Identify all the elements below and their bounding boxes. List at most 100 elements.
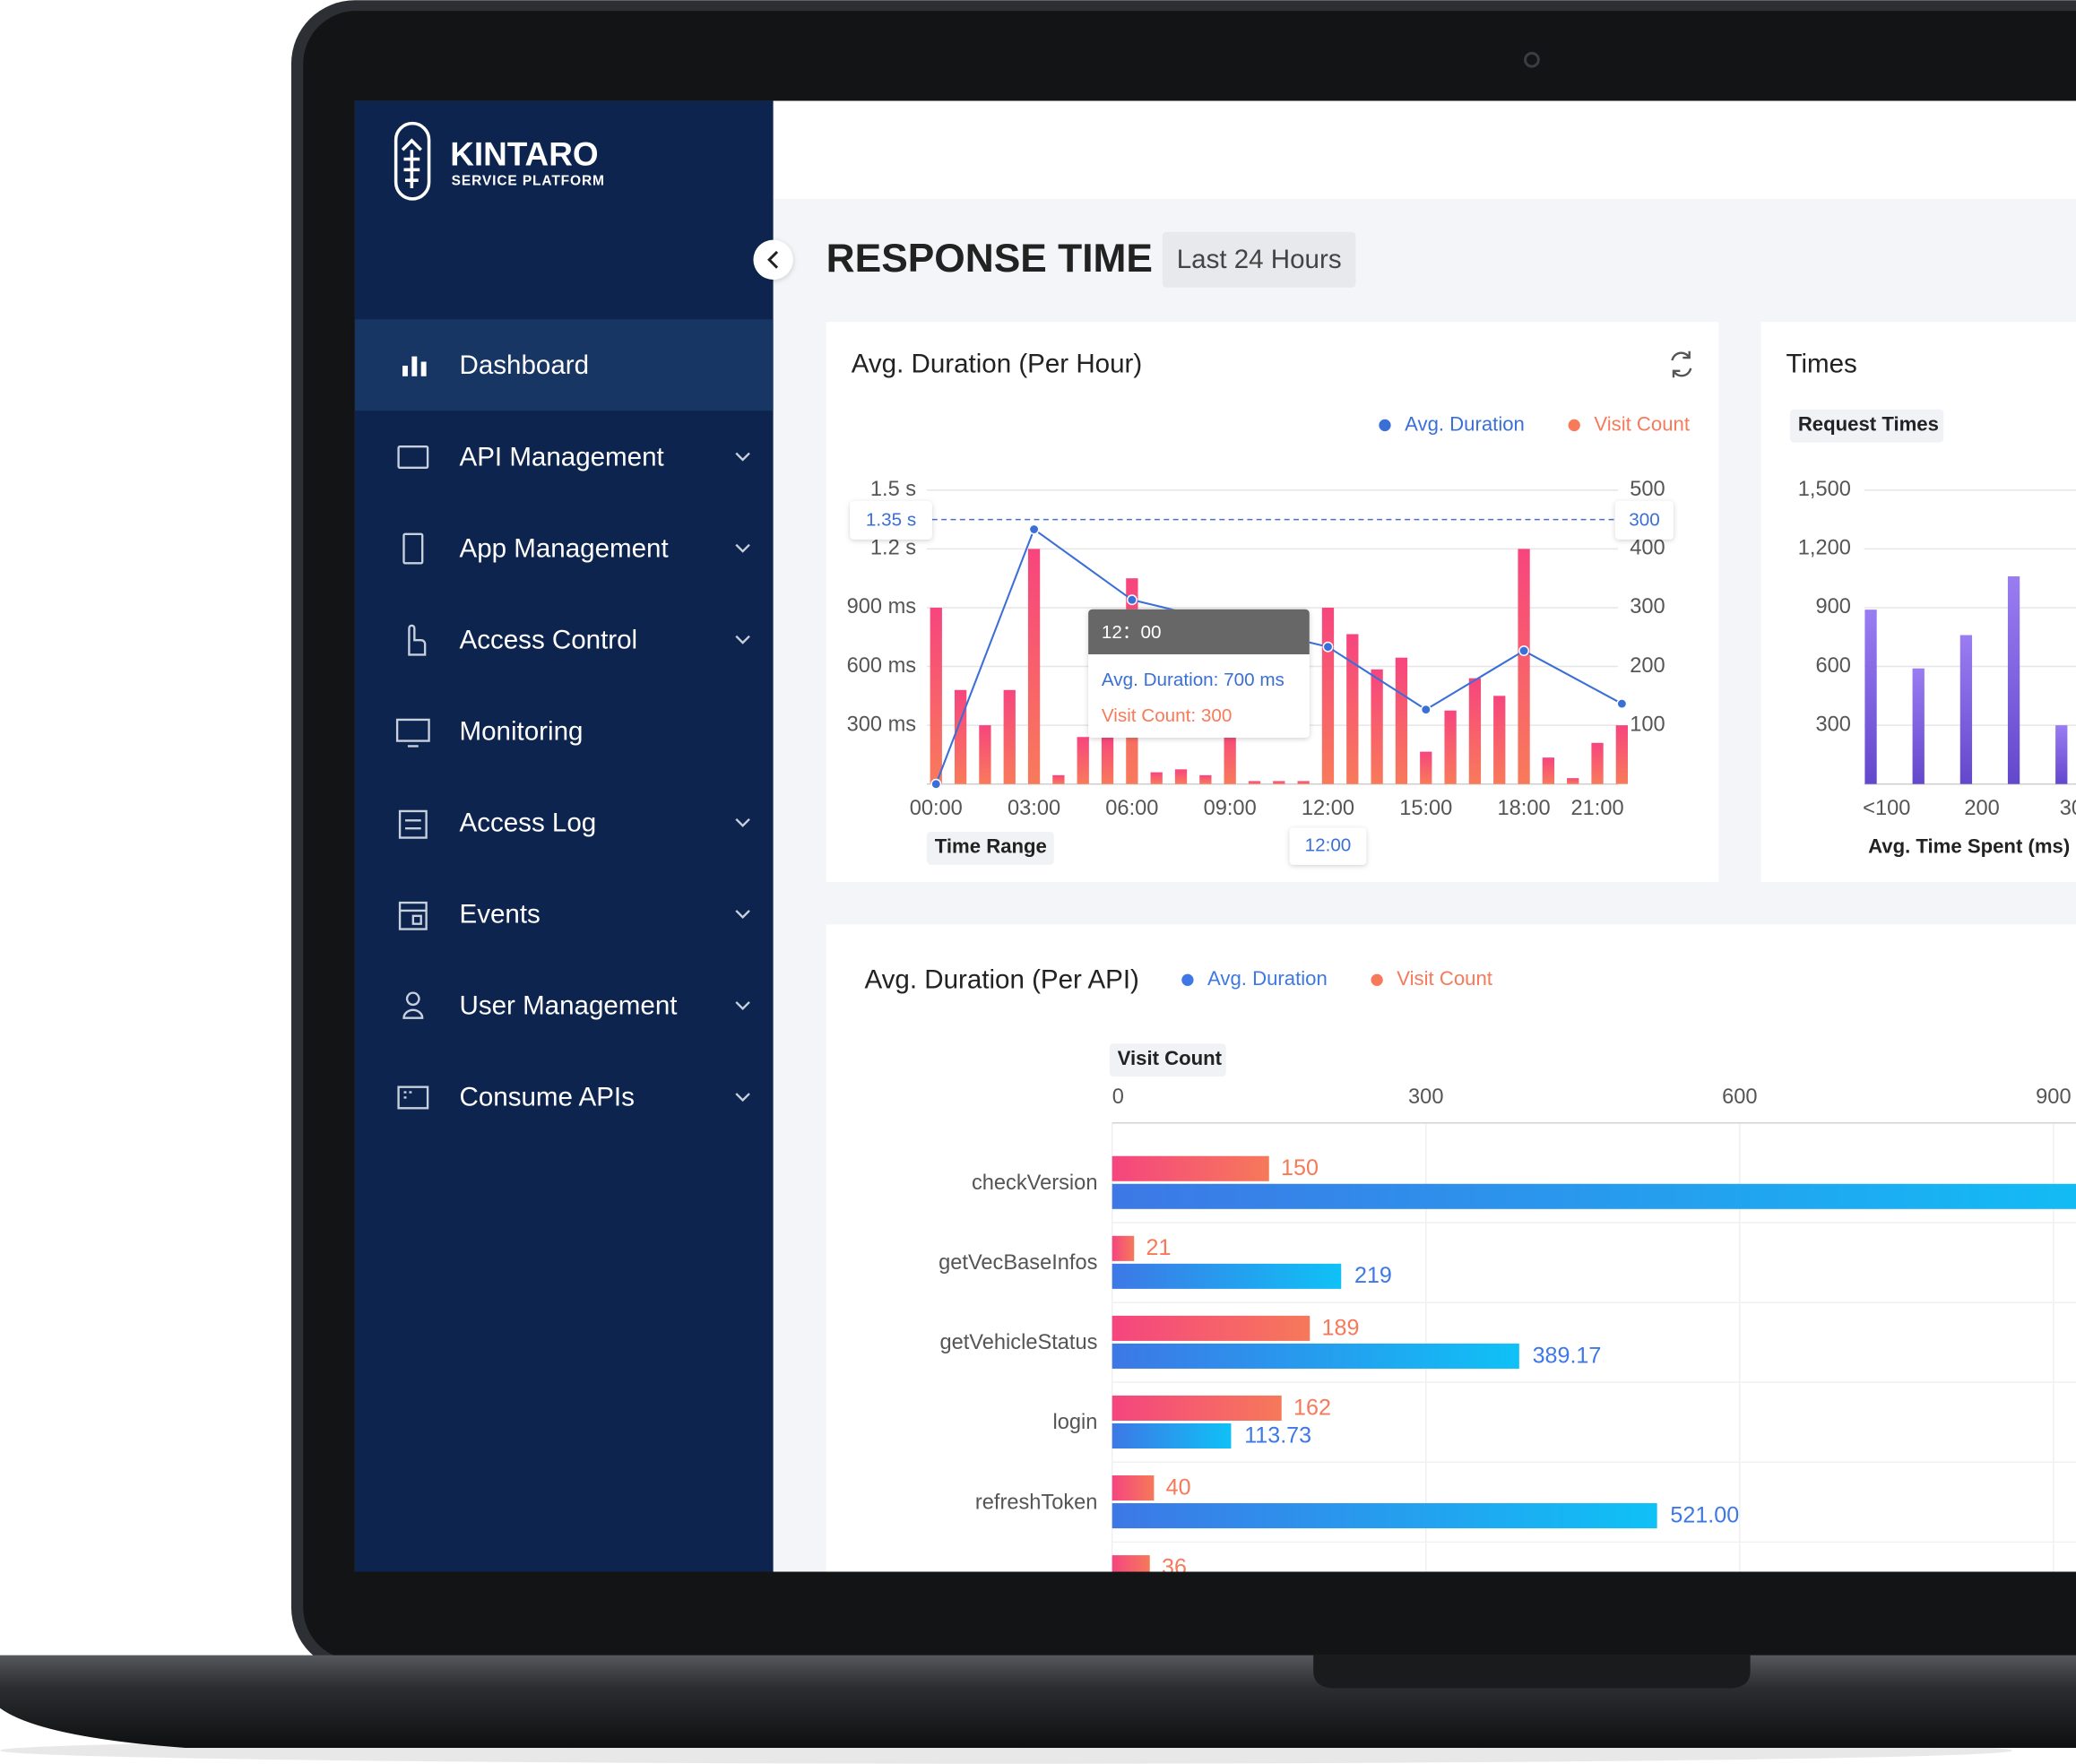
x-tick-label: 200 bbox=[1964, 797, 1999, 820]
menu-icon bbox=[397, 445, 429, 470]
legend-marker bbox=[1181, 973, 1194, 986]
x-tick-label: 03:00 bbox=[1008, 797, 1060, 820]
menu-label: Access Control bbox=[460, 625, 638, 654]
legend-marker bbox=[1371, 973, 1383, 986]
x-tick-label: <100 bbox=[1863, 797, 1910, 820]
range-label: Last 24 Hours bbox=[1177, 245, 1342, 274]
bar bbox=[1395, 657, 1408, 784]
menu-label: App Management bbox=[460, 533, 669, 563]
menu-item[interactable]: Access Control bbox=[408, 624, 750, 656]
x-axis-title: Visit Count bbox=[1118, 1047, 1223, 1069]
menu-item[interactable]: User Management bbox=[402, 991, 750, 1021]
line-point bbox=[1518, 645, 1529, 656]
value-label: 219 bbox=[1354, 1263, 1392, 1288]
bar bbox=[1112, 1343, 1519, 1369]
menu-icon bbox=[398, 809, 428, 839]
bar bbox=[1248, 781, 1261, 784]
y-tick-label: 900 bbox=[1815, 595, 1850, 618]
menu-icon bbox=[402, 991, 424, 1019]
menu-item[interactable]: Access Log bbox=[398, 808, 750, 839]
menu-icon bbox=[402, 532, 424, 565]
y-tick-label: 300 ms bbox=[847, 713, 916, 736]
tooltip-line: Avg. Duration: 700 ms bbox=[1102, 670, 1285, 690]
refresh-button[interactable] bbox=[1671, 350, 1692, 378]
y-tick-label: 1.5 s bbox=[870, 478, 916, 501]
x-tick-label: 12:00 bbox=[1302, 797, 1354, 820]
menu-item[interactable]: Consume APIs bbox=[397, 1083, 750, 1112]
bar bbox=[1444, 710, 1457, 784]
menu-label: Events bbox=[460, 900, 541, 930]
y2-tick-label: 200 bbox=[1630, 654, 1665, 678]
value-label: 389.17 bbox=[1533, 1343, 1602, 1368]
x-tick-label: 300 bbox=[2060, 797, 2076, 820]
chart-title: Avg. Duration (Per Hour) bbox=[852, 350, 1142, 379]
card bbox=[826, 924, 2076, 1572]
top-bar bbox=[773, 100, 2076, 199]
value-label: 521.00 bbox=[1670, 1502, 1739, 1527]
x-axis-title: Avg. Time Spent (ms) bbox=[1868, 834, 2070, 857]
page-title: RESPONSE TIME bbox=[826, 237, 1153, 281]
range-badge bbox=[1162, 231, 1356, 288]
line-point bbox=[1616, 698, 1628, 709]
bar bbox=[1615, 725, 1629, 784]
line-point bbox=[1322, 641, 1334, 653]
x-axis-title: Time Range bbox=[935, 834, 1047, 857]
menu-chevron bbox=[735, 1001, 750, 1011]
charts: Avg. Duration (Per Hour) Avg. Duration Vis… bbox=[847, 350, 2076, 1572]
x-tick-label: 0 bbox=[1112, 1085, 1124, 1109]
card bbox=[826, 322, 1719, 882]
y2-tick-label: 300 bbox=[1630, 595, 1665, 618]
menu-item[interactable]: Monitoring bbox=[395, 716, 583, 748]
logo-icon bbox=[394, 121, 431, 201]
line-point bbox=[1028, 523, 1040, 535]
chart-title: Avg. Duration (Per API) bbox=[865, 965, 1139, 995]
menu-item[interactable]: API Management bbox=[397, 442, 750, 471]
menu-icon bbox=[397, 1085, 429, 1110]
bar bbox=[1112, 1235, 1135, 1261]
chart-title: Times bbox=[1786, 350, 1857, 379]
bar bbox=[1112, 1155, 1269, 1181]
x-tick-label: 900 bbox=[2036, 1085, 2071, 1109]
bar bbox=[2055, 725, 2068, 784]
brand-tagline: SERVICE PLATFORM bbox=[452, 174, 605, 189]
bar bbox=[1542, 757, 1555, 784]
bar bbox=[979, 725, 991, 784]
y-tick-label: getVecBaseInfos bbox=[939, 1251, 1097, 1275]
bar bbox=[1052, 774, 1065, 784]
y-tick-label: 1.2 s bbox=[870, 537, 916, 560]
menu-item[interactable]: App Management bbox=[402, 532, 750, 565]
bar bbox=[1112, 1395, 1282, 1422]
menu-item[interactable]: Dashboard bbox=[354, 319, 774, 411]
bar bbox=[930, 607, 942, 784]
line-point bbox=[1420, 704, 1432, 715]
chart-avg-duration-api: Avg. Duration (Per API) Avg. Duration Visi… bbox=[865, 965, 2076, 1572]
pointer-y2-box bbox=[1614, 500, 1674, 540]
bar bbox=[1003, 689, 1016, 784]
menu-icon bbox=[408, 624, 427, 656]
chart-avg-duration-hour: Avg. Duration (Per Hour) Avg. Duration Vis… bbox=[847, 350, 1690, 865]
menu-chevron bbox=[735, 818, 750, 827]
y-tick-label: login bbox=[1053, 1411, 1098, 1434]
bar bbox=[1346, 634, 1359, 784]
bar bbox=[1591, 742, 1604, 784]
x-tick-label: 600 bbox=[1722, 1085, 1757, 1109]
value-label: 40 bbox=[1166, 1474, 1191, 1500]
line-point bbox=[1126, 594, 1137, 606]
bar bbox=[1112, 1475, 1155, 1501]
bar bbox=[1493, 696, 1506, 784]
bar bbox=[1077, 737, 1089, 784]
x-tick-label: 15:00 bbox=[1399, 797, 1452, 820]
bar bbox=[1112, 1555, 1150, 1572]
menu-icon bbox=[411, 356, 418, 376]
y2-tick-label: 400 bbox=[1630, 537, 1665, 560]
menu-item[interactable]: Events bbox=[398, 900, 750, 930]
y-tick-label: 600 ms bbox=[847, 654, 916, 678]
legend-label: Avg. Duration bbox=[1405, 412, 1525, 435]
line-point bbox=[930, 778, 942, 790]
menu-chevron bbox=[735, 543, 750, 553]
bar bbox=[1297, 781, 1310, 784]
x-tick-label: 06:00 bbox=[1105, 797, 1158, 820]
menu-label: User Management bbox=[460, 991, 678, 1021]
collapse-button[interactable] bbox=[753, 239, 793, 280]
pointer-y-box bbox=[850, 500, 932, 540]
